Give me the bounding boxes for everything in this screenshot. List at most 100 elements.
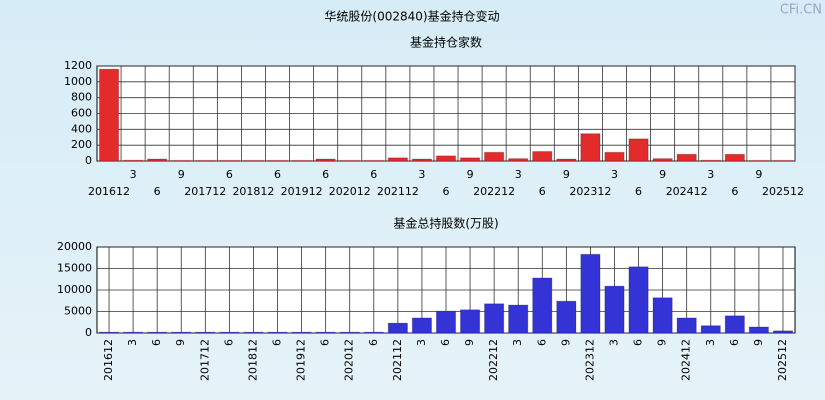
x-tick-label: 6 xyxy=(370,168,377,181)
x-tick-label: 202412 xyxy=(680,339,693,381)
x-tick-label: 6 xyxy=(319,339,332,346)
x-tick-label: 202212 xyxy=(473,185,515,198)
x-tick-label: 202112 xyxy=(377,185,419,198)
bar xyxy=(219,159,240,162)
x-tick-label: 202512 xyxy=(762,185,804,198)
bar xyxy=(652,158,673,162)
bar xyxy=(122,159,144,162)
bar xyxy=(267,331,288,334)
bar xyxy=(484,303,505,334)
x-tick-label: 201812 xyxy=(246,339,259,381)
bar xyxy=(772,330,794,334)
bar xyxy=(484,151,505,162)
bar xyxy=(387,322,408,334)
x-tick-label: 6 xyxy=(632,339,645,346)
bar xyxy=(459,157,481,162)
x-tick-label: 6 xyxy=(367,339,380,346)
x-tick-label: 201612 xyxy=(88,185,130,198)
x-tick-label: 6 xyxy=(322,168,329,181)
x-tick-label: 9 xyxy=(559,339,572,346)
y-tick-label: 20000 xyxy=(57,240,92,253)
bar xyxy=(363,331,384,334)
bar xyxy=(243,331,264,334)
bar xyxy=(315,331,336,334)
x-tick-label: 201712 xyxy=(198,339,211,381)
x-tick-label: 9 xyxy=(467,168,474,181)
bar xyxy=(700,325,721,334)
x-tick-label: 6 xyxy=(731,185,738,198)
x-tick-label: 3 xyxy=(704,339,717,346)
x-tick-label: 3 xyxy=(607,339,620,346)
bar xyxy=(748,326,770,334)
watermark: CFi.CN xyxy=(780,3,822,18)
bar xyxy=(98,331,120,334)
bar xyxy=(435,310,457,334)
y-tick-label: 600 xyxy=(71,107,92,120)
x-tick-label: 9 xyxy=(563,168,570,181)
bar xyxy=(411,317,433,334)
bar xyxy=(580,253,601,334)
y-tick-label: 400 xyxy=(71,122,92,135)
x-tick-label: 9 xyxy=(656,339,669,346)
bar xyxy=(604,151,625,162)
chart-title: 基金总持股数(万股) xyxy=(393,216,498,231)
x-tick-label: 6 xyxy=(539,185,546,198)
y-tick-label: 0 xyxy=(85,326,92,339)
x-tick-label: 202512 xyxy=(776,339,789,381)
x-tick-label: 6 xyxy=(535,339,548,346)
bar xyxy=(122,331,144,334)
x-tick-label: 201812 xyxy=(232,185,274,198)
bar xyxy=(556,158,577,162)
x-tick-label: 3 xyxy=(611,168,618,181)
x-tick-label: 9 xyxy=(463,339,476,346)
x-tick-label: 202412 xyxy=(666,185,708,198)
x-tick-label: 3 xyxy=(418,168,425,181)
bar xyxy=(411,158,433,162)
bar xyxy=(195,331,216,334)
x-tick-label: 202212 xyxy=(487,339,500,381)
y-tick-label: 10000 xyxy=(57,283,92,296)
bar xyxy=(700,159,721,162)
x-tick-label: 9 xyxy=(755,168,762,181)
x-tick-label: 9 xyxy=(178,168,185,181)
x-tick-label: 3 xyxy=(515,168,522,181)
x-tick-label: 6 xyxy=(728,339,741,346)
x-tick-label: 3 xyxy=(511,339,524,346)
x-tick-label: 3 xyxy=(130,168,137,181)
bar xyxy=(387,157,408,162)
x-tick-label: 6 xyxy=(635,185,642,198)
bar xyxy=(724,315,745,334)
bar xyxy=(315,158,336,162)
y-tick-label: 5000 xyxy=(64,305,92,318)
bar xyxy=(652,297,673,334)
x-tick-label: 9 xyxy=(174,339,187,346)
bar xyxy=(363,159,384,162)
x-tick-label: 9 xyxy=(752,339,765,346)
x-tick-label: 201612 xyxy=(102,339,115,381)
bar xyxy=(267,159,288,162)
x-tick-label: 201912 xyxy=(281,185,323,198)
bar xyxy=(508,158,529,162)
bar xyxy=(676,153,697,162)
y-tick-label: 15000 xyxy=(57,262,92,275)
x-tick-label: 6 xyxy=(271,339,284,346)
bar xyxy=(772,159,794,162)
bar xyxy=(628,266,649,334)
x-tick-label: 9 xyxy=(659,168,666,181)
bar xyxy=(580,133,601,162)
bar xyxy=(171,159,192,162)
bar xyxy=(339,159,360,162)
bar xyxy=(628,138,649,162)
x-tick-label: 201712 xyxy=(184,185,226,198)
bar xyxy=(98,68,120,162)
y-tick-label: 1200 xyxy=(64,59,92,72)
x-tick-label: 201912 xyxy=(295,339,308,381)
bar xyxy=(604,285,625,334)
bar xyxy=(195,159,216,162)
bar xyxy=(171,331,192,334)
x-tick-label: 6 xyxy=(443,185,450,198)
bar xyxy=(435,155,457,162)
bar xyxy=(243,159,264,162)
x-tick-label: 202012 xyxy=(343,339,356,381)
